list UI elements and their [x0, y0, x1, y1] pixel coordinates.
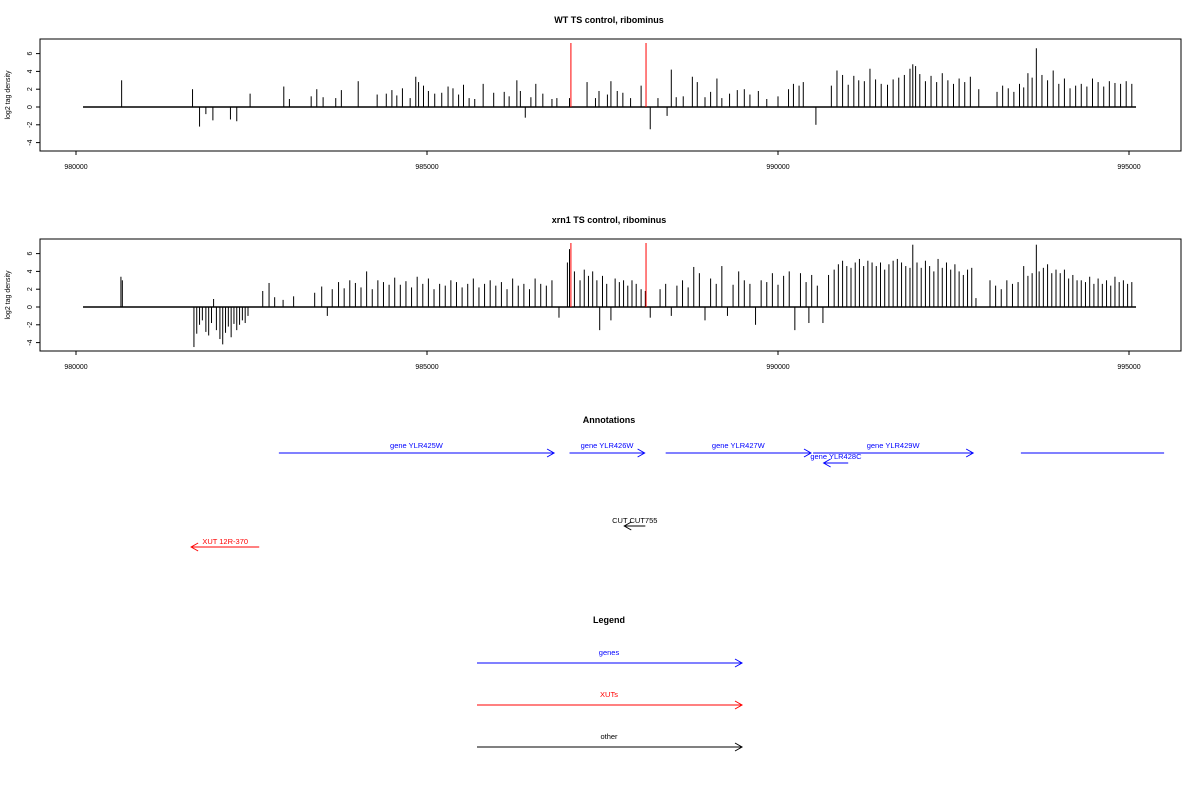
- x-tick-label: 985000: [415, 164, 438, 171]
- legend-label: XUTs: [600, 690, 618, 699]
- legend-arrowhead: [734, 658, 744, 668]
- annotation-label: XUT 12R-370: [202, 537, 248, 546]
- annotation-label: gene YLR427W: [712, 441, 766, 450]
- x-tick-label: 995000: [1117, 164, 1140, 171]
- panel-wt: WT TS control, ribominus log2 tag densit…: [5, 15, 1182, 171]
- x-tick-label: 985000: [415, 364, 438, 371]
- y-axis: -4 -2 0 2 4 6: [27, 52, 40, 146]
- x-tick-label: 980000: [64, 164, 87, 171]
- y-tick-label: -2: [27, 322, 34, 328]
- y-axis-label: log2 tag density: [5, 70, 12, 120]
- arrowhead: [190, 542, 199, 552]
- annotation-items: gene YLR425W gene YLR426W gene YLR427W gene…: [190, 441, 1165, 552]
- legend-arrowhead: [734, 700, 744, 710]
- arrowhead: [965, 448, 975, 458]
- panel-title: xrn1 TS control, ribominus: [552, 215, 667, 225]
- annotation-label: gene YLR426W: [581, 441, 635, 450]
- markers: [570, 243, 647, 307]
- y-tick-label: -4: [27, 139, 34, 145]
- y-tick-label: 6: [27, 52, 34, 56]
- y-tick-label: 0: [27, 105, 34, 109]
- annotations-title: Annotations: [583, 415, 636, 425]
- y-tick-label: 6: [27, 252, 34, 256]
- legend: Legend genes XUTs other: [477, 615, 744, 752]
- annotations: Annotations gene YLR425W gene YLR426W gene…: [190, 415, 1165, 552]
- arrowhead: [623, 521, 632, 531]
- y-tick-label: 2: [27, 87, 34, 91]
- x-tick-label: 990000: [766, 164, 789, 171]
- y-tick-label: -4: [27, 339, 34, 345]
- legend-label: genes: [599, 648, 620, 657]
- y-tick-label: 0: [27, 305, 34, 309]
- x-axis: 980000 985000 990000 995000: [64, 351, 1141, 371]
- arrowhead: [637, 448, 646, 458]
- x-axis: 980000 985000 990000 995000: [64, 151, 1141, 171]
- plot-frame: [39, 38, 1182, 152]
- annotation-label: gene YLR428C: [810, 452, 862, 461]
- legend-title: Legend: [593, 615, 625, 625]
- plot-frame: [39, 238, 1182, 352]
- annotation-label: CUT CUT755: [612, 516, 657, 525]
- y-tick-label: 4: [27, 269, 34, 273]
- x-tick-label: 980000: [64, 364, 87, 371]
- bars: [83, 48, 1137, 130]
- y-axis-label: log2 tag density: [5, 270, 12, 320]
- y-axis: -4 -2 0 2 4 6: [27, 252, 40, 346]
- legend-arrowhead: [734, 742, 744, 752]
- bars: [83, 244, 1137, 348]
- legend-items: genes XUTs other: [477, 648, 744, 752]
- panel-title: WT TS control, ribominus: [554, 15, 664, 25]
- markers: [570, 43, 647, 107]
- legend-label: other: [600, 732, 618, 741]
- arrowhead: [803, 448, 813, 458]
- arrowhead: [546, 448, 556, 458]
- y-tick-label: 2: [27, 287, 34, 291]
- x-tick-label: 995000: [1117, 364, 1140, 371]
- y-tick-label: -2: [27, 122, 34, 128]
- arrowhead: [822, 458, 831, 468]
- annotation-label: gene YLR429W: [867, 441, 921, 450]
- annotation-label: gene YLR425W: [390, 441, 444, 450]
- panel-xrn1: xrn1 TS control, ribominus log2 tag dens…: [5, 215, 1182, 371]
- y-tick-label: 4: [27, 69, 34, 73]
- x-tick-label: 990000: [766, 364, 789, 371]
